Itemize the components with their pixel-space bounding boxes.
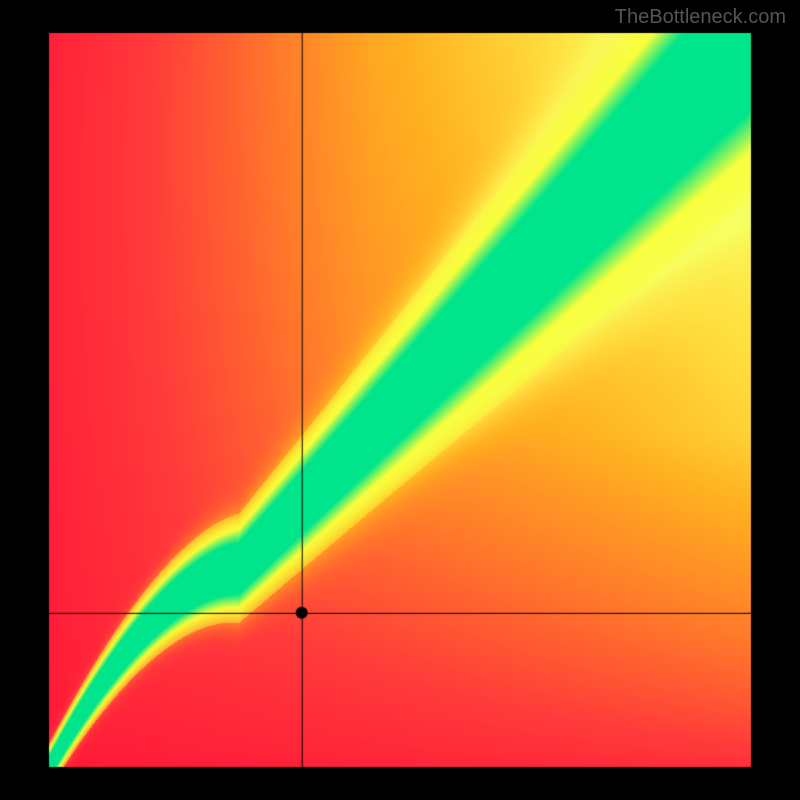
chart-container: TheBottleneck.com [0, 0, 800, 800]
bottleneck-heatmap [0, 0, 800, 800]
watermark-text: TheBottleneck.com [615, 6, 786, 29]
